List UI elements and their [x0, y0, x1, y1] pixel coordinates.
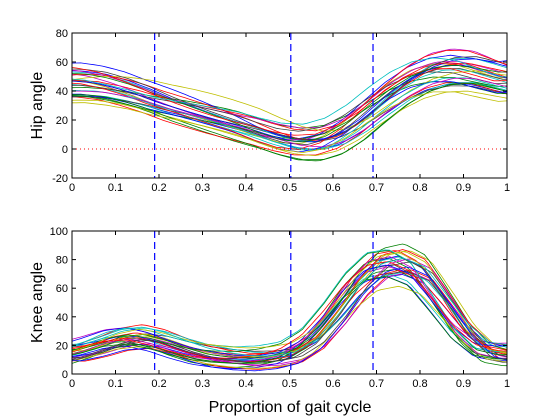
x-tick-label: 0.5	[282, 378, 297, 390]
trial-curve	[72, 261, 507, 359]
y-tick-label: 0	[62, 369, 68, 381]
x-tick-label: 0	[69, 182, 75, 194]
x-tick-label: 0	[69, 378, 75, 390]
trial-curve	[72, 91, 507, 154]
y-tick-label: -20	[52, 173, 68, 185]
y-tick-label: 20	[56, 340, 68, 352]
hip-angle-panel: 0 0.1 0.2 0.3 0.4 0.5 0.6 0.7 0.8 0.9 1-2002040608…	[29, 28, 510, 194]
trial-curve	[72, 261, 507, 363]
trial-curve	[72, 258, 507, 367]
x-tick-label: 0.3	[195, 182, 210, 194]
x-tick-label: 0.3	[195, 378, 210, 390]
trial-curve	[72, 276, 507, 364]
y-tick-label: 60	[56, 283, 68, 295]
trial-curve	[72, 82, 507, 150]
trial-curve	[72, 77, 507, 151]
trial-curve	[72, 256, 507, 363]
x-tick-label: 1	[504, 182, 510, 194]
trial-curve	[72, 257, 507, 357]
x-tick-label: 0.9	[456, 182, 471, 194]
x-tick-label: 0.9	[456, 378, 471, 390]
x-tick-label: 0.2	[151, 182, 166, 194]
trial-curve	[72, 249, 507, 354]
trial-curve	[72, 90, 507, 157]
trial-curve	[72, 70, 507, 132]
trial-curve	[72, 264, 507, 356]
y-tick-label: 80	[56, 255, 68, 267]
trial-curve	[72, 83, 507, 162]
x-tick-label: 0.6	[325, 182, 340, 194]
trial-curve	[72, 49, 507, 136]
x-tick-label: 0.1	[108, 378, 123, 390]
hip-ticks: 0 0.1 0.2 0.3 0.4 0.5 0.6 0.7 0.8 0.9 1-2002040608…	[52, 28, 510, 194]
x-tick-label: 0.6	[325, 378, 340, 390]
knee-ticks: 0 0.1 0.2 0.3 0.4 0.5 0.6 0.7 0.8 0.9 1 0 20 40 60 80 10…	[50, 226, 510, 390]
trial-curve	[72, 251, 507, 358]
y-tick-label: 80	[56, 28, 68, 40]
x-tick-label: 0.8	[412, 378, 427, 390]
x-tick-label: 0.7	[369, 182, 384, 194]
x-tick-label: 0.8	[412, 182, 427, 194]
knee-reference-lines	[154, 231, 374, 374]
trial-curve	[72, 48, 507, 129]
x-tick-label: 1	[504, 378, 510, 390]
knee-trial-curves	[72, 243, 507, 372]
trial-curve	[72, 82, 507, 161]
trial-curve	[72, 285, 507, 369]
y-tick-label: 100	[50, 226, 68, 238]
x-tick-label: 0.1	[108, 182, 123, 194]
x-tick-label: 0.4	[238, 182, 253, 194]
x-tick-label: 0.2	[151, 378, 166, 390]
x-axis-label: Proportion of gait cycle	[209, 399, 372, 416]
trial-curve	[72, 78, 507, 148]
knee-y-axis-label: Knee angle	[29, 262, 46, 343]
hip-y-axis-label: Hip angle	[29, 72, 46, 140]
hip-trial-curves	[72, 48, 507, 162]
y-tick-label: 40	[56, 312, 68, 324]
y-tick-label: 0	[62, 144, 68, 156]
trial-curve	[72, 60, 507, 141]
trial-curve	[72, 71, 507, 132]
x-tick-label: 0.5	[282, 182, 297, 194]
trial-curve	[72, 56, 507, 141]
trial-curve	[72, 266, 507, 372]
trial-curve	[72, 57, 507, 125]
knee-angle-panel: 0 0.1 0.2 0.3 0.4 0.5 0.6 0.7 0.8 0.9 1 0 20 40 60 80 10…	[29, 226, 510, 390]
y-tick-label: 20	[56, 115, 68, 127]
trial-curve	[72, 62, 507, 132]
hip-reference-lines	[72, 33, 507, 178]
y-tick-label: 60	[56, 57, 68, 69]
y-tick-label: 40	[56, 86, 68, 98]
trial-curve	[72, 276, 507, 370]
trial-curve	[72, 68, 507, 150]
x-tick-label: 0.7	[369, 378, 384, 390]
trial-curve	[72, 270, 507, 363]
x-tick-label: 0.4	[238, 378, 253, 390]
